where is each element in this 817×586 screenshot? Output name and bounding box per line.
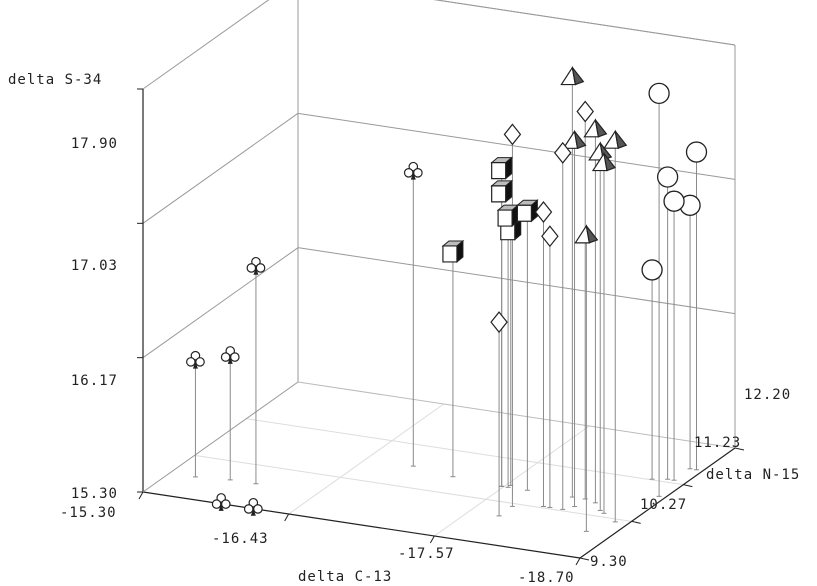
z-tick-label-0: 15.30	[71, 486, 118, 502]
y-axis-line	[579, 447, 736, 559]
drop-lines	[192, 78, 700, 532]
data-point-tetrahedron-2	[583, 118, 608, 138]
data-point-club-0	[186, 350, 205, 369]
data-point-cube-5	[515, 199, 539, 223]
data-point-diamond-3	[541, 225, 559, 248]
floor-grid-x-2	[434, 425, 590, 537]
x-tick-label-0: -15.30	[60, 505, 117, 521]
x-tick-label-3: -18.70	[518, 570, 575, 586]
x-axis-line	[142, 491, 581, 559]
data-point-diamond-5	[553, 141, 572, 164]
frame-back-top-edge	[433, 0, 736, 46]
data-point-tetrahedron-1	[562, 129, 587, 150]
data-point-sphere-2	[656, 166, 679, 188]
z-axis-title: delta S-34	[8, 72, 102, 88]
grid-line-left-wall-3	[142, 0, 270, 90]
data-point-tetrahedron-0	[560, 65, 585, 86]
y-tick-label-2: 11.23	[694, 435, 741, 451]
data-point-tetrahedron-6	[574, 224, 599, 244]
chart-axes	[137, 88, 745, 566]
data-point-cube-3	[496, 204, 520, 228]
data-point-tetrahedron-4	[591, 151, 616, 172]
y-axis-title: delta N-15	[706, 467, 800, 483]
data-point-diamond-0	[490, 311, 508, 334]
grid-line-back-wall-3	[433, 0, 736, 46]
floor-left-edge	[142, 381, 299, 493]
frame-back-floor-edge	[297, 381, 736, 449]
axis-labels: delta S-34 delta N-15 delta C-13 15.30 1…	[8, 72, 800, 586]
grid-line-left-wall-1	[142, 247, 299, 359]
data-point-club-2	[246, 256, 266, 275]
grid-line-back-wall-1	[297, 247, 736, 315]
floor-grid-y-2	[246, 418, 684, 486]
x-axis-tick-0	[138, 491, 144, 500]
chart-grid	[142, 0, 736, 537]
data-point-sphere-5	[641, 259, 663, 281]
x-axis-tick-1	[284, 513, 290, 522]
x-tick-label-1: -16.43	[212, 531, 269, 547]
y-tick-label-0: 9.30	[590, 554, 628, 570]
data-point-club-4	[243, 497, 263, 516]
y-tick-label-3: 12.20	[744, 387, 791, 403]
x-axis-tick-2	[429, 535, 435, 544]
data-point-tetrahedron-3	[588, 141, 613, 161]
data-point-tetrahedron-5	[603, 129, 628, 149]
data-markers	[186, 65, 708, 516]
x-axis-tick-3	[575, 557, 581, 566]
data-point-club-1	[220, 346, 240, 364]
data-point-cube-1	[490, 156, 514, 180]
data-point-sphere-0	[648, 82, 670, 104]
data-point-cube-2	[490, 179, 514, 203]
x-axis-title: delta C-13	[298, 569, 392, 585]
floor-grid-x-1	[288, 403, 444, 515]
floor-grid-y-1	[194, 454, 632, 522]
data-point-club-5	[403, 161, 423, 180]
data-point-cube-0	[441, 239, 465, 264]
grid-line-left-wall-2	[142, 112, 299, 224]
y-axis-tick-0	[579, 557, 590, 561]
z-tick-label-1: 16.17	[71, 373, 118, 389]
data-point-sphere-3	[663, 190, 685, 212]
data-point-club-3	[211, 493, 231, 511]
data-point-diamond-1	[503, 123, 522, 146]
y-axis-tick-2	[683, 484, 693, 488]
y-tick-label-1: 10.27	[640, 497, 687, 513]
x-tick-label-2: -17.57	[398, 546, 455, 562]
y-axis-tick-3	[734, 447, 745, 451]
data-point-diamond-2	[534, 201, 553, 223]
data-point-sphere-1	[685, 141, 708, 163]
z-tick-label-2: 17.03	[71, 258, 118, 274]
z-tick-label-3: 17.90	[71, 136, 118, 152]
data-point-diamond-4	[576, 100, 594, 123]
y-axis-tick-1	[631, 520, 641, 524]
